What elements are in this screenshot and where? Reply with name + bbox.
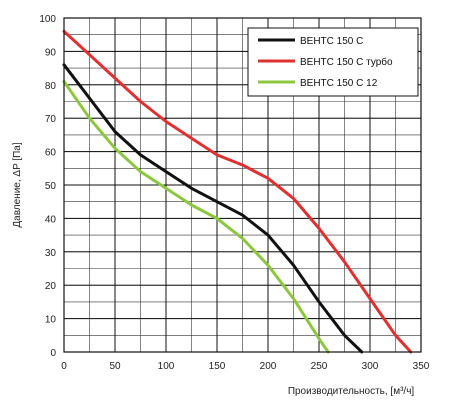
x-tick-label: 150 bbox=[209, 361, 226, 372]
x-tick-label: 200 bbox=[260, 361, 277, 372]
series-layer bbox=[62, 29, 413, 354]
x-tick-labels: 0 50 100 150 200 250 300 350 bbox=[61, 361, 430, 372]
legend-label-2: ВЕНТС 150 С турбо bbox=[300, 56, 393, 68]
x-tick-label: 0 bbox=[61, 361, 67, 372]
y-tick-labels: 0 10 20 30 40 50 60 70 80 90 100 bbox=[39, 14, 56, 359]
x-tick-label: 50 bbox=[109, 361, 121, 372]
legend-label-1: ВЕНТС 150 С bbox=[300, 36, 363, 47]
y-tick-label: 10 bbox=[45, 315, 57, 326]
y-tick-label: 90 bbox=[45, 47, 57, 58]
x-axis-label: Производительность, [м³/ч] bbox=[288, 386, 415, 397]
y-tick-label: 80 bbox=[45, 81, 57, 92]
y-tick-label: 30 bbox=[45, 248, 57, 259]
legend-label-3: ВЕНТС 150 С 12 bbox=[300, 78, 378, 89]
x-tick-label: 300 bbox=[362, 361, 379, 372]
series-line-2 bbox=[62, 29, 413, 354]
y-tick-label: 40 bbox=[45, 214, 57, 225]
y-tick-label: 50 bbox=[45, 181, 57, 192]
legend: ВЕНТС 150 С ВЕНТС 150 С турбо ВЕНТС 150 … bbox=[247, 27, 419, 97]
y-axis-label: Давление, ΔP [Па] bbox=[12, 142, 23, 228]
y-tick-label: 20 bbox=[45, 281, 57, 292]
series-line-1 bbox=[62, 63, 364, 354]
y-tick-label: 60 bbox=[45, 148, 57, 159]
plot-frame bbox=[63, 17, 422, 353]
y-tick-label: 100 bbox=[39, 14, 56, 25]
y-tick-label: 0 bbox=[50, 348, 56, 359]
x-tick-label: 250 bbox=[311, 361, 328, 372]
y-tick-label: 70 bbox=[45, 114, 57, 125]
series-line-3 bbox=[62, 80, 330, 354]
x-tick-label: 350 bbox=[413, 361, 430, 372]
x-tick-label: 100 bbox=[158, 361, 175, 372]
